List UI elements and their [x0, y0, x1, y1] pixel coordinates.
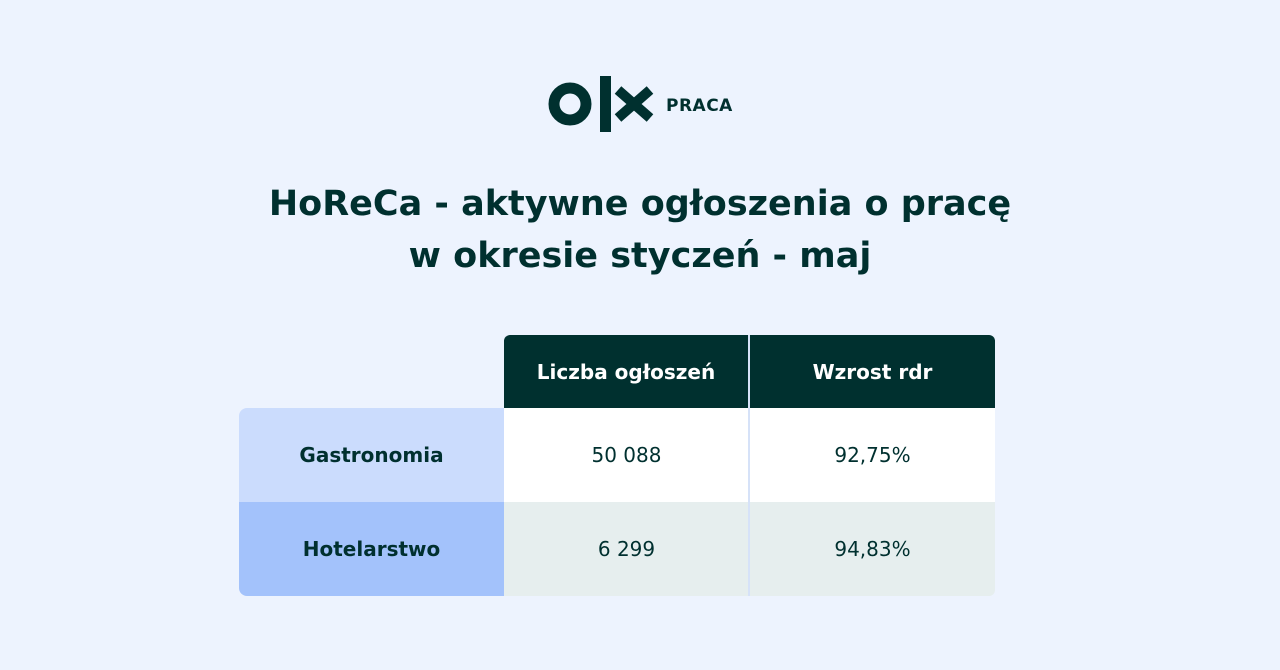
column-divider	[748, 335, 750, 596]
olx-praca-logo: PRACA	[548, 76, 733, 132]
header-growth: Wzrost rdr	[750, 335, 995, 408]
cell-count-hotelarstwo: 6 299	[504, 502, 749, 596]
header-count: Liczba ogłoszeń	[504, 335, 748, 408]
title-line-2: w okresie styczeń - maj	[408, 236, 872, 276]
row-label-hotelarstwo: Hotelarstwo	[239, 502, 504, 596]
row-label-gastronomia: Gastronomia	[239, 408, 504, 502]
page-title: HoReCa - aktywne ogłoszenia o pracę w ok…	[0, 178, 1280, 282]
logo-subtitle: PRACA	[666, 96, 733, 116]
title-line-1: HoReCa - aktywne ogłoszenia o pracę	[268, 184, 1012, 224]
cell-growth-gastronomia: 92,75%	[750, 408, 995, 502]
olx-logo-icon	[548, 76, 654, 132]
cell-count-gastronomia: 50 088	[504, 408, 749, 502]
cell-growth-hotelarstwo: 94,83%	[750, 502, 995, 596]
